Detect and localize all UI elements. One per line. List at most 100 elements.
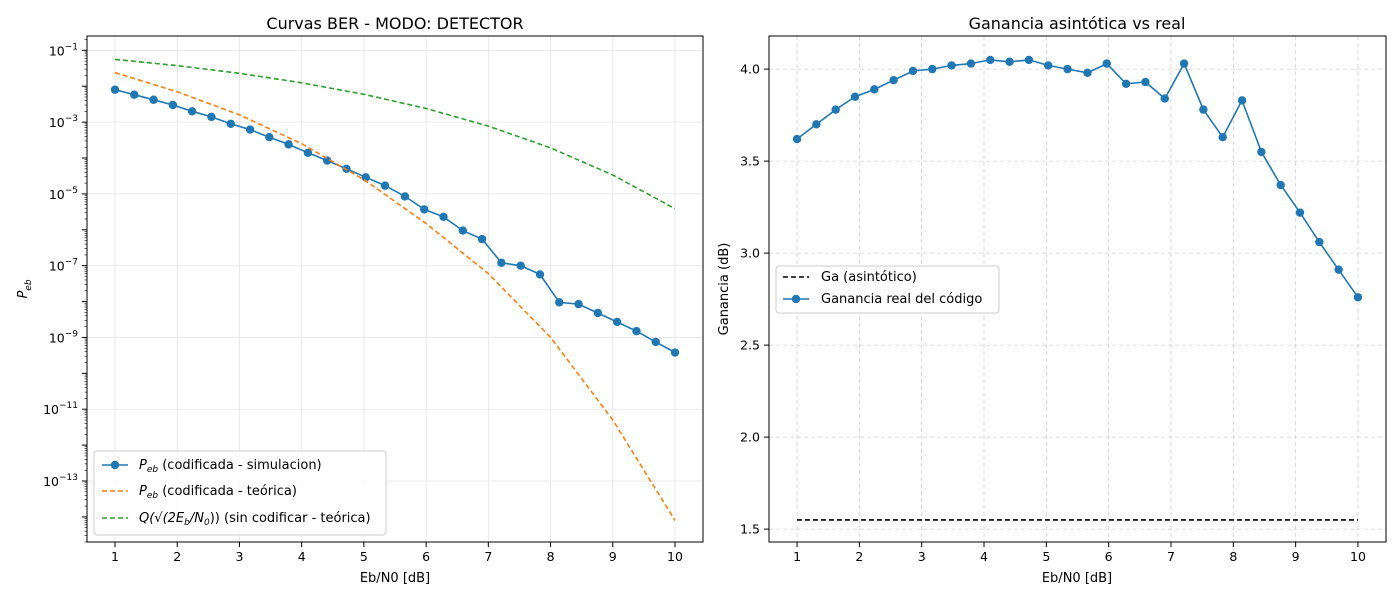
ber-legend-sim-main: P <box>139 458 147 473</box>
gain-y-tick-label: 2.0 <box>740 430 760 445</box>
gain-real-point <box>928 64 937 74</box>
ber-legend-box <box>93 450 387 536</box>
ber-sim-point <box>535 270 545 279</box>
gain-real-point <box>1063 64 1072 74</box>
ber-sim-point <box>284 140 293 149</box>
gain-real-point <box>792 134 802 144</box>
gain-real-point <box>1237 96 1247 105</box>
gain-real-point <box>889 75 898 85</box>
ber-x-tick-label: 6 <box>422 549 430 564</box>
gain-x-tick-label: 2 <box>855 549 863 564</box>
ber-legend-sim-sub: eb <box>147 465 159 475</box>
gain-real-point <box>1005 57 1014 66</box>
ber-x-ticks: 1 2 3 4 5 6 7 8 9 10 <box>111 542 683 564</box>
gain-real-point <box>1141 77 1150 87</box>
ber-x-tick-label: 10 <box>667 549 683 564</box>
ber-legend-sim-rest: (codificada - simulacion) <box>158 458 322 473</box>
gain-x-tick-label: 10 <box>1350 549 1366 564</box>
gain-x-axis-label: Eb/N0 [dB] <box>1042 571 1112 586</box>
gain-real-point <box>1353 293 1363 302</box>
ber-x-tick-label: 3 <box>235 549 243 564</box>
ber-legend-theory-rest: (codificada - teórica) <box>158 484 297 499</box>
ber-sim-point <box>187 107 197 116</box>
gain-x-tick-label: 6 <box>1105 549 1113 564</box>
ber-sim-point <box>420 205 429 214</box>
gain-chart: 1 2 3 4 5 6 7 8 9 10 1.5 2.0 2.5 3.0 3.5 4.0 Ganancia … <box>717 14 1387 586</box>
ber-x-tick-label: 9 <box>609 549 617 564</box>
gain-y-tick-label: 2.5 <box>740 338 760 353</box>
ber-grid <box>87 36 703 542</box>
ber-y-axis-label: Peb <box>16 279 34 298</box>
ber-sim-point <box>477 234 487 244</box>
ber-sim-point <box>516 261 525 270</box>
ber-sim-point <box>458 226 468 235</box>
gain-real-point <box>947 61 956 70</box>
gain-legend: Ga (asintótico) Ganancia real del código <box>775 265 1000 314</box>
ber-sim-point <box>361 173 370 182</box>
ber-sim-point <box>574 299 583 309</box>
gain-legend-real-label: Ganancia real del código <box>821 292 982 307</box>
gain-series-layer <box>792 55 1363 521</box>
gain-real-point <box>1102 59 1111 68</box>
ber-series-uncoded-theory <box>114 58 676 210</box>
gain-real-point <box>1199 105 1208 114</box>
gain-real-point <box>1179 59 1189 68</box>
gain-y-tick-label: 3.0 <box>740 246 760 261</box>
gain-real-point <box>986 55 995 65</box>
gain-x-tick-label: 1 <box>793 549 801 564</box>
ber-series-layer <box>110 58 680 521</box>
ber-sim-point <box>439 212 448 222</box>
ber-legend: Peb (codificada - simulacion) Peb (codif… <box>93 450 387 536</box>
gain-real-point <box>1334 265 1343 274</box>
gain-real-point <box>831 105 840 114</box>
ber-legend-sim-marker <box>110 460 120 470</box>
gain-y-tick-label: 4.0 <box>740 62 760 77</box>
gain-real-point <box>1024 55 1034 65</box>
ber-legend-uncoded-mid: /N <box>189 511 204 526</box>
ber-legend-uncoded-main: Q(√(2E <box>139 511 185 526</box>
gain-real-point <box>850 92 860 101</box>
ber-x-axis-label: Eb/N0 [dB] <box>360 571 430 586</box>
gain-y-tick-label: 1.5 <box>740 522 760 537</box>
gain-x-ticks: 1 2 3 4 5 6 7 8 9 10 <box>793 542 1366 564</box>
ber-x-tick-label: 8 <box>547 549 555 564</box>
gain-legend-box <box>775 265 1000 314</box>
gain-real-point <box>1218 133 1227 142</box>
gain-real-point <box>908 66 918 76</box>
ber-sim-point <box>670 348 680 357</box>
ber-sim-point <box>612 317 622 327</box>
gain-real-point <box>1276 180 1285 190</box>
ber-sim-point <box>651 337 660 347</box>
ber-legend-uncoded-sub: b <box>184 518 190 528</box>
ber-sim-point <box>632 326 641 336</box>
ber-sim-point <box>207 112 216 122</box>
ber-legend-theory-sub: eb <box>147 491 159 501</box>
ber-y-tick-label: 10−7 <box>49 258 78 274</box>
gain-legend-real-marker <box>791 294 801 304</box>
gain-x-tick-label: 8 <box>1229 549 1237 564</box>
gain-y-ticks: 1.5 2.0 2.5 3.0 3.5 4.0 <box>740 62 769 537</box>
gain-real-point <box>1295 208 1305 217</box>
gain-series-real <box>796 59 1359 298</box>
ber-sim-point <box>400 192 410 201</box>
ber-y-tick-label: 10−13 <box>43 473 78 489</box>
gain-legend-asymptotic-label: Ga (asintótico) <box>821 270 917 285</box>
ber-legend-uncoded-rest: )) (sin codificar - teórica) <box>210 511 371 526</box>
ber-legend-theory-main: P <box>139 484 147 499</box>
ber-sim-point <box>168 100 178 110</box>
ber-y-tick-label: 10−11 <box>43 401 78 417</box>
gain-y-tick-label: 3.5 <box>740 154 760 169</box>
gain-x-tick-label: 4 <box>980 549 988 564</box>
ber-legend-uncoded-label: Q(√(2Eb/N0)) (sin codificar - teórica) <box>139 511 371 528</box>
gain-real-point <box>1160 94 1169 103</box>
ber-x-tick-label: 7 <box>484 549 492 564</box>
gain-real-point <box>1315 237 1324 247</box>
ber-x-tick-label: 5 <box>360 549 368 564</box>
ber-legend-theory-label: Peb (codificada - teórica) <box>139 484 297 501</box>
ber-sim-point <box>265 133 274 142</box>
ber-sim-point <box>130 90 139 99</box>
gain-plot-frame <box>768 35 1387 543</box>
ber-sim-point <box>110 85 120 94</box>
ber-legend-sim-label: Peb (codificada - simulacion) <box>139 458 322 475</box>
